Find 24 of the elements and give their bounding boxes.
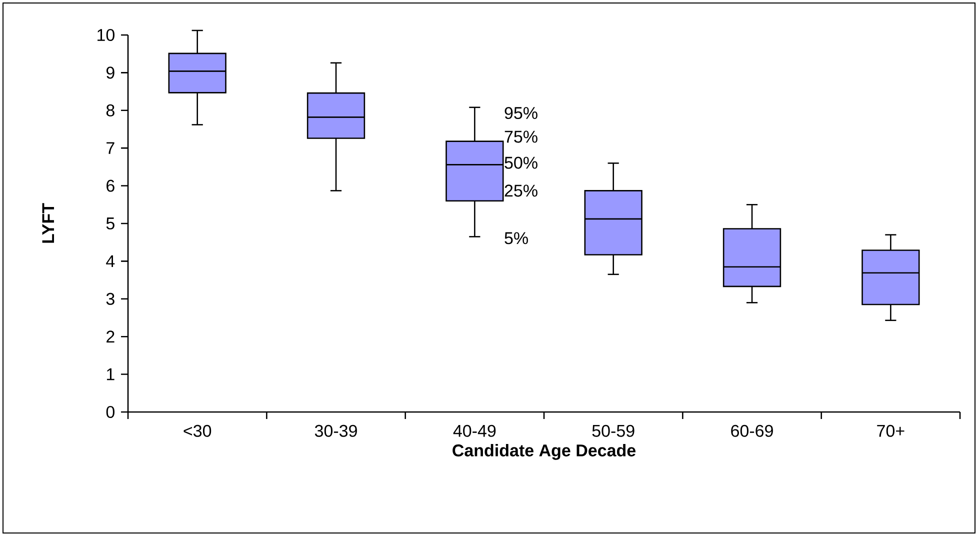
x-tick-label: 60-69 (731, 424, 773, 437)
y-tick-label: 0 (106, 406, 114, 418)
y-tick-label: 3 (106, 292, 114, 305)
x-axis-title: Candidate Age Decade (452, 444, 636, 460)
x-tick-label: 40-49 (453, 424, 496, 437)
x-tick-label: 70+ (877, 424, 904, 437)
y-tick-label: 2 (106, 330, 114, 343)
y-tick-label: 8 (106, 104, 114, 116)
x-tick-label: 50-59 (592, 424, 634, 437)
annotation: 75% (504, 130, 538, 143)
annotation: 5% (504, 232, 528, 244)
y-tick-label: 7 (106, 142, 114, 154)
x-tick-label: <30 (184, 424, 212, 437)
y-tick-label: 4 (106, 255, 115, 268)
y-tick-label: 1 (106, 368, 114, 380)
y-tick-label: 9 (106, 66, 114, 79)
y-tick-label: 6 (106, 180, 114, 192)
annotation: 95% (504, 107, 538, 120)
y-axis-title: LYFT (42, 203, 54, 243)
y-tick-label: 10 (98, 28, 114, 42)
x-tick-label: 30-39 (314, 424, 357, 437)
annotation: 25% (504, 184, 538, 197)
y-tick-label: 5 (106, 218, 114, 230)
annotation: 50% (504, 156, 538, 169)
